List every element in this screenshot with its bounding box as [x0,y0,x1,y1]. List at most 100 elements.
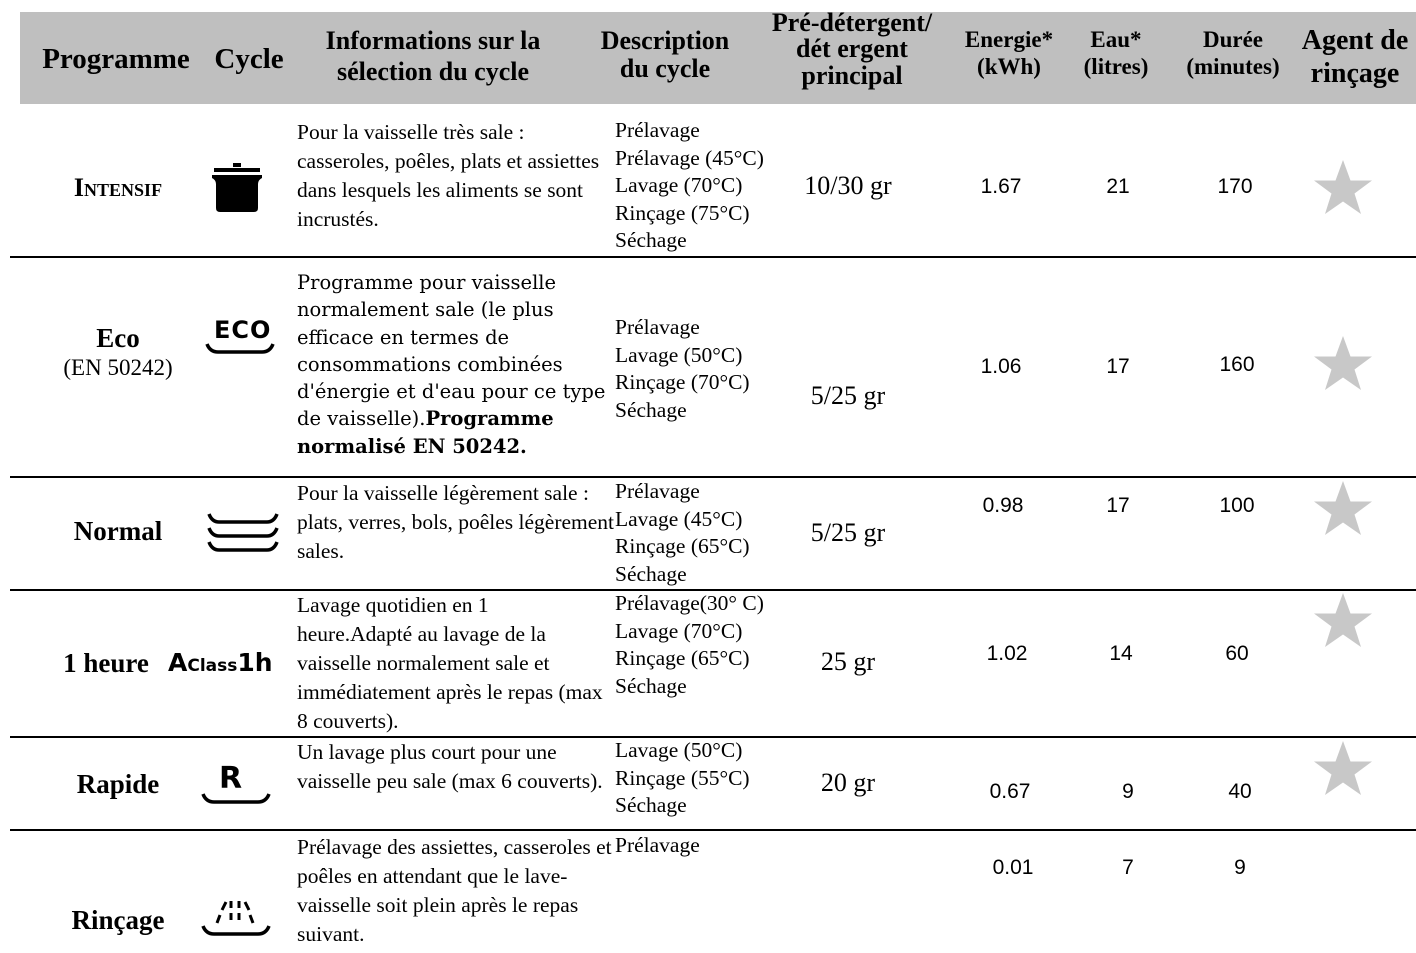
duration-value: 60 [1225,642,1249,665]
header-rinse-line1: Agent de [1301,25,1409,56]
header-rinse-agent: Agent de rinçage [1290,24,1416,90]
desc-step: Lavage (70°C) [615,618,743,643]
desc-step: Rinçage (65°C) [615,646,750,670]
detergent-amount: 5/25 gr [810,518,886,547]
cycle-info: Un lavage plus court pour une vaisselle … [297,740,603,793]
detergent-amount: 25 gr [820,647,876,676]
desc-step: Prélavage [615,833,700,857]
header-energy-line2: (kWh) [977,54,1041,80]
programme-label: Eco [96,323,140,353]
desc-step: Séchage [615,397,687,422]
cycle-info: Prélavage des assiettes, casseroles et p… [297,835,612,946]
duration-value: 170 [1217,175,1253,198]
cycle-info: Programme pour vaisselle normalement sal… [297,269,609,460]
cycle-info-standard: Programme normalisé EN 50242. [297,407,554,458]
header-programme: Programme [42,43,190,75]
desc-step: Séchage [615,561,687,586]
desc-step: Prélavage(30° C) [615,591,764,615]
desc-step: Lavage (45°C) [615,506,743,531]
duration-value: 9 [1234,856,1246,879]
water-value: 14 [1109,642,1133,665]
header-desc-line1: Description [600,26,730,55]
stacked-plates-icon [205,508,281,558]
desc-step: Prélavage [615,479,700,503]
spray-icon [200,896,272,944]
programme-name: Eco (EN 50242) [40,322,196,382]
rinse-agent-star-icon [1311,737,1375,801]
desc-step: Rinçage (65°C) [615,534,750,558]
header-detergent: Pré-détergent/ dét ergent principal [752,10,952,89]
cycle-info: Pour la vaisselle très sale : casseroles… [297,120,600,231]
cycle-info: Pour la vaisselle légèrement sale : plat… [297,481,615,563]
aclass-icon-a: A [168,648,188,677]
desc-step: Prélavage [615,118,700,142]
aclass-icon-class: Class [187,656,238,676]
cycle-description: Prélavage Lavage (50°C) Rinçage (70°C) S… [615,314,800,424]
rinse-agent-star-icon [1311,332,1375,396]
energy-value: 1.02 [986,642,1028,665]
row-separator [10,476,1416,478]
programme-standard: (EN 50242) [63,355,173,381]
eco-icon: ECO [204,316,276,360]
header-description: Description du cycle [580,26,750,84]
header-water-line1: Eau* [1090,27,1142,52]
header-water: Eau* (litres) [1068,26,1164,80]
desc-step: Lavage (70°C) [615,173,743,197]
aclass-1h-icon: AClass1h [168,648,284,684]
desc-step: Lavage (50°C) [615,738,743,762]
aclass-icon-1h: 1h [237,648,273,677]
programme-name: Normal [73,516,163,546]
cycle-description: Prélavage Lavage (45°C) Rinçage (65°C) S… [615,478,800,588]
table-header: Programme Cycle Informations sur la séle… [20,10,1416,104]
cycle-description: Prélavage(30° C) Lavage (70°C) Rinçage (… [615,590,800,700]
header-energy: Energie* (kWh) [950,26,1068,80]
desc-step: Rinçage (55°C) [615,765,750,790]
cycle-description: Prélavage [615,832,800,860]
header-det-line1: Pré-détergent/ [771,8,933,37]
desc-step: Séchage [615,228,687,252]
programme-name: 1 heure [63,648,149,678]
header-det-line2: dét ergent [796,34,908,63]
header-duration-line2: (minutes) [1186,54,1280,80]
cycle-description: Prélavage Prélavage (45°C) Lavage (70°C)… [615,117,800,255]
water-value: 7 [1122,856,1134,879]
energy-value: 0.98 [982,494,1024,517]
duration-value: 40 [1228,780,1252,803]
row-separator [10,829,1416,831]
header-info-line2: sélection du cycle [336,56,530,86]
water-value: 9 [1122,780,1134,803]
desc-step: Rinçage (70°C) [615,370,750,394]
rapid-r-icon: R [200,761,272,810]
desc-step: Séchage [615,673,687,698]
detergent-amount: 10/30 gr [804,171,892,200]
duration-value: 160 [1219,353,1255,376]
desc-step: Lavage (50°C) [615,342,743,367]
header-desc-line2: du cycle [619,53,711,83]
row-separator [10,256,1416,258]
eco-icon-text: ECO [214,316,272,344]
pot-icon [202,158,272,214]
header-duration: Durée (minutes) [1170,26,1296,80]
water-value: 17 [1106,494,1130,517]
rinse-agent-star-icon [1311,156,1375,220]
detergent-amount: 5/25 gr [810,381,886,410]
energy-value: 1.67 [980,175,1022,198]
desc-step: Séchage [615,793,687,817]
row-separator [10,736,1416,738]
programme-name: Intensif [73,173,163,202]
cycle-description: Lavage (50°C) Rinçage (55°C) Séchage [615,737,800,820]
energy-value: 0.01 [992,856,1034,879]
header-energy-line1: Energie* [964,27,1054,52]
row-separator [10,589,1416,591]
programme-name: Rinçage [71,905,165,935]
cycle-info: Lavage quotidien en 1 heure.Adapté au la… [297,593,603,733]
desc-step: Rinçage (75°C) [615,200,750,225]
desc-step: Prélavage [615,315,700,339]
desc-step: Prélavage (45°C) [615,145,764,170]
header-info-line1: Informations sur la [325,26,541,55]
water-value: 21 [1106,175,1130,198]
header-rinse-line2: rinçage [1310,58,1400,90]
header-det-line3: principal [801,61,903,90]
cycle-info-text: Programme pour vaisselle normalement sal… [297,271,606,431]
detergent-amount: 20 gr [820,768,876,797]
